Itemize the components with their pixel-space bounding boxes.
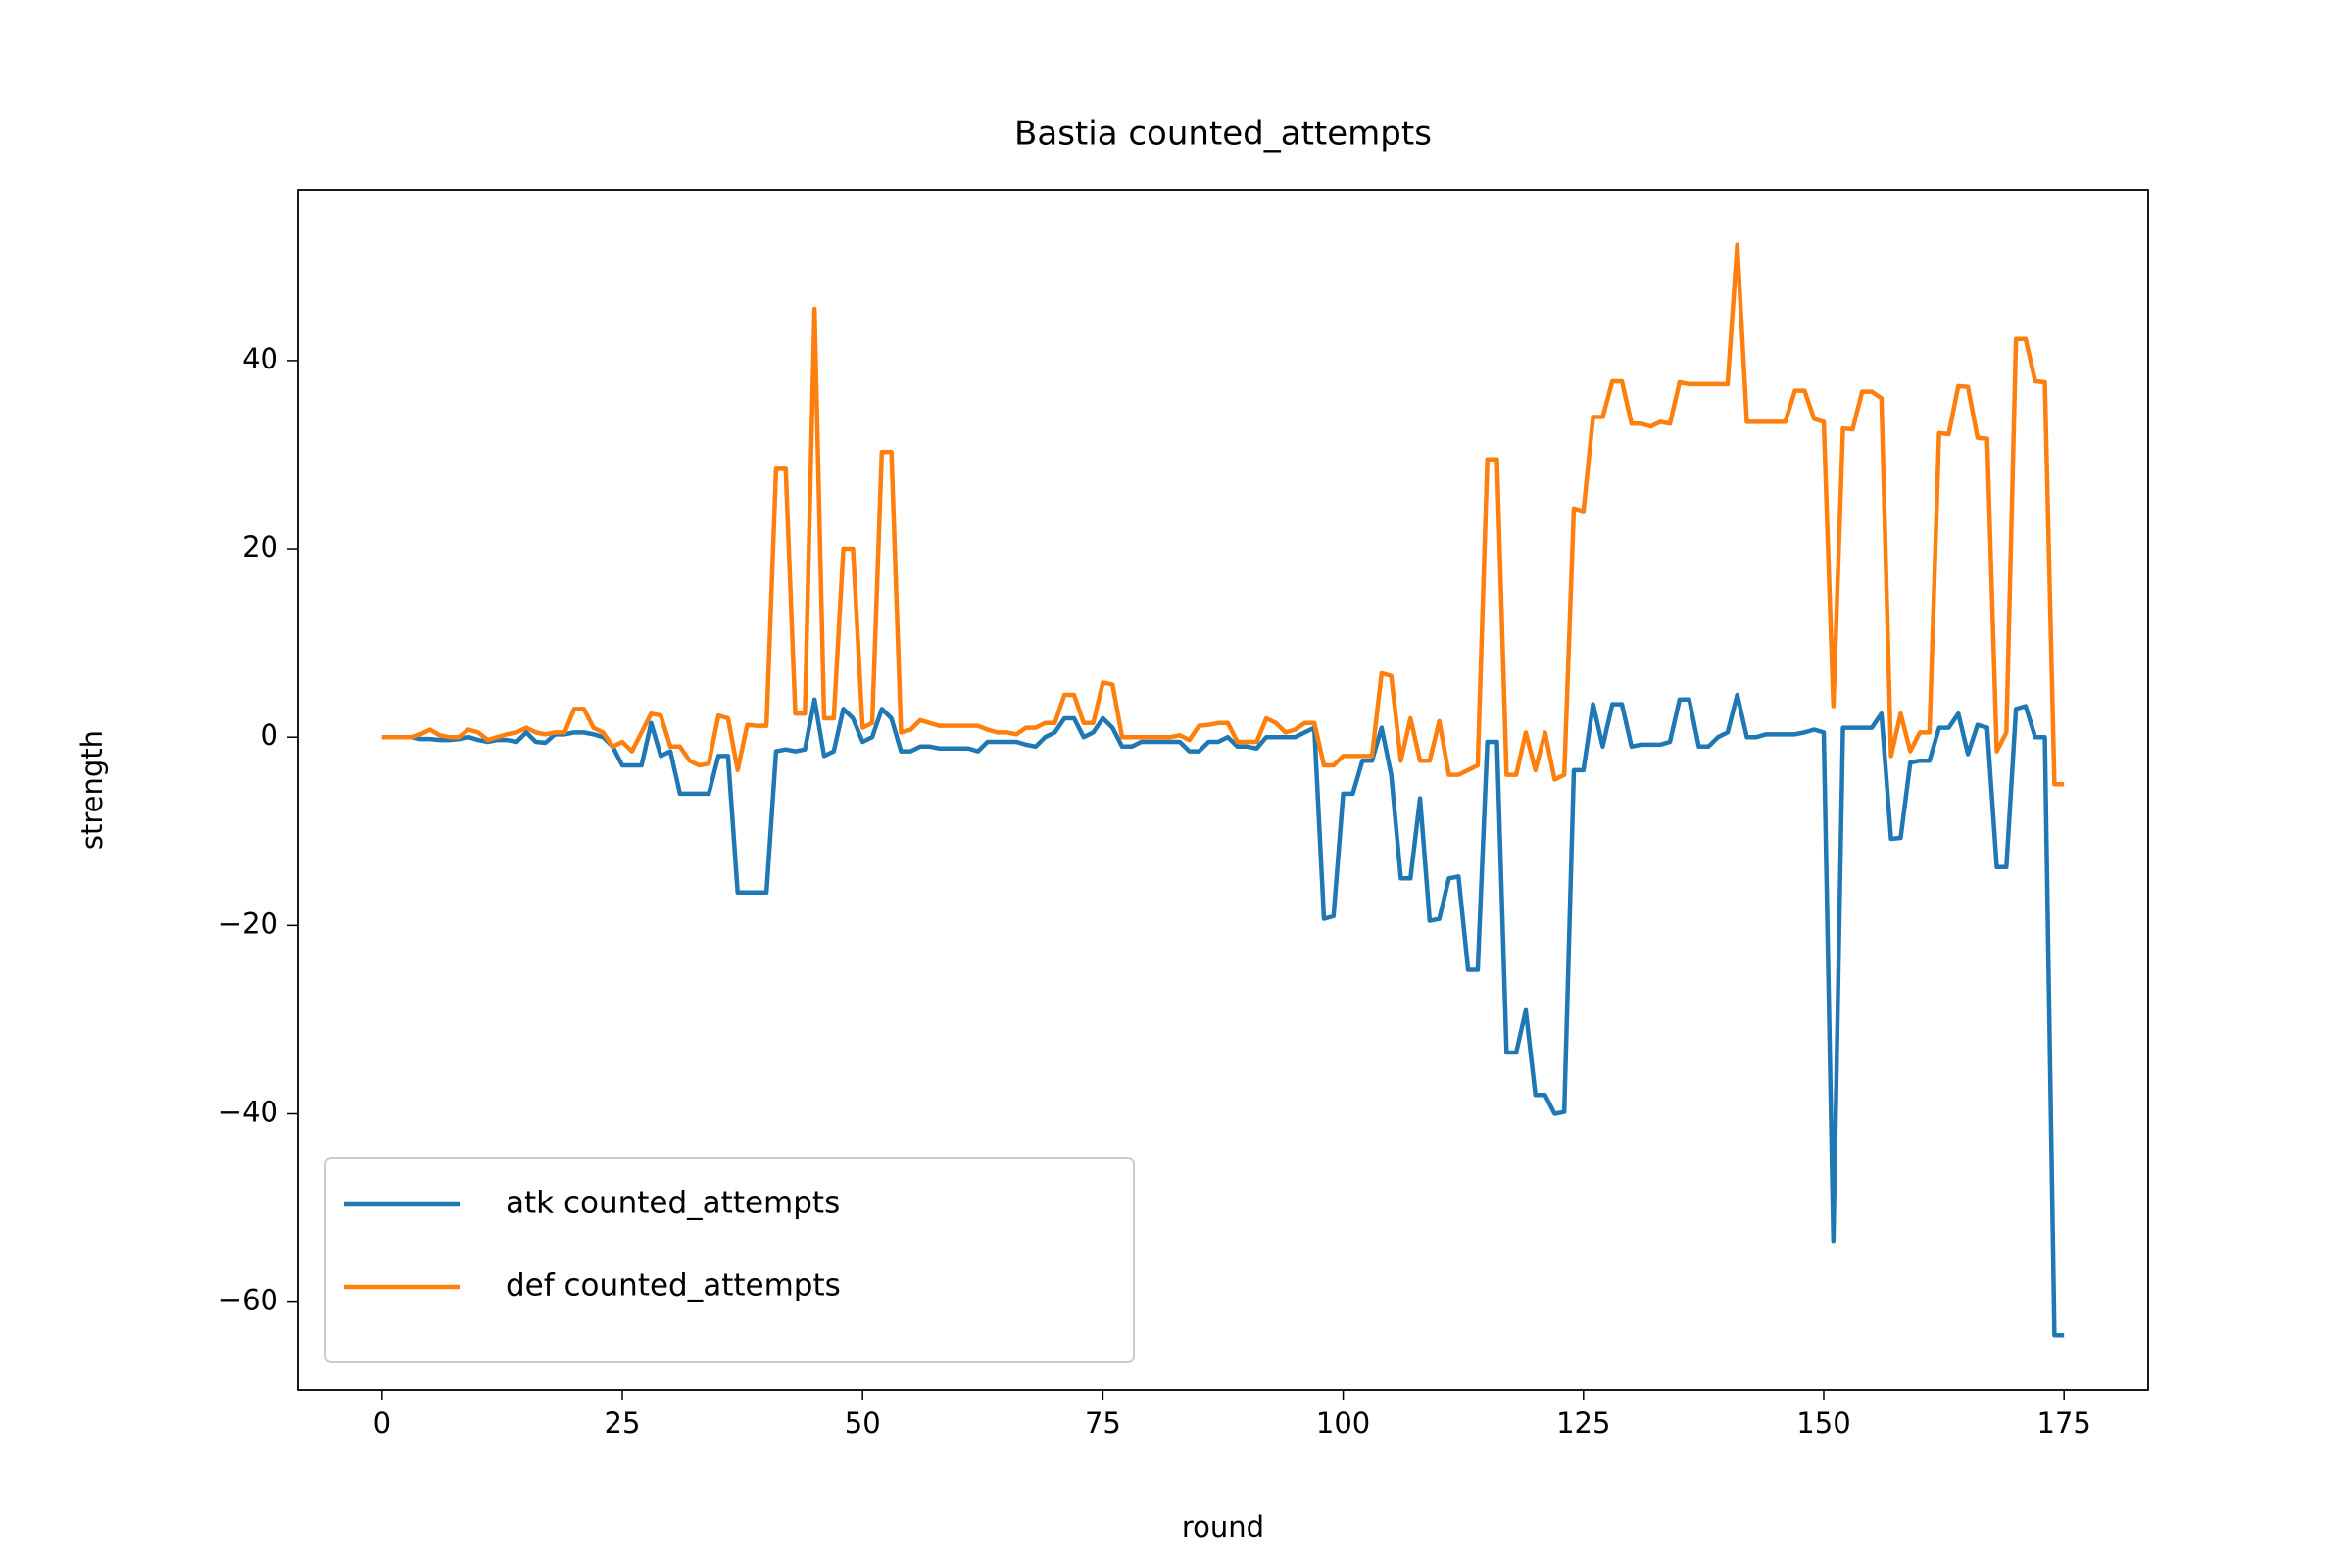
y-tick-label: −40 [219,1095,278,1128]
y-tick-label: 0 [261,718,278,752]
legend-label: atk counted_attempts [506,1186,840,1221]
x-tick-label: 125 [1556,1406,1610,1440]
y-tick-label: 20 [242,530,278,564]
legend-label: def counted_attempts [506,1268,841,1303]
y-tick-label: −20 [219,906,278,940]
chart-title: Bastia counted_attempts [1014,115,1432,154]
y-axis-label: strength [75,730,109,850]
x-tick-label: 25 [605,1406,641,1440]
plot-frame [297,189,2149,1391]
x-tick-label: 50 [845,1406,881,1440]
x-tick-label: 75 [1085,1406,1121,1440]
x-tick-label: 0 [373,1406,391,1440]
x-axis-label: round [1182,1510,1264,1544]
x-tick-label: 100 [1316,1406,1370,1440]
legend-box [324,1157,1135,1363]
x-tick-label: 150 [1796,1406,1850,1440]
data-line [381,242,2065,787]
x-tick-label: 175 [2037,1406,2091,1440]
y-tick-label: 40 [242,342,278,375]
data-line [381,692,2065,1338]
y-tick-label: −60 [219,1284,278,1317]
